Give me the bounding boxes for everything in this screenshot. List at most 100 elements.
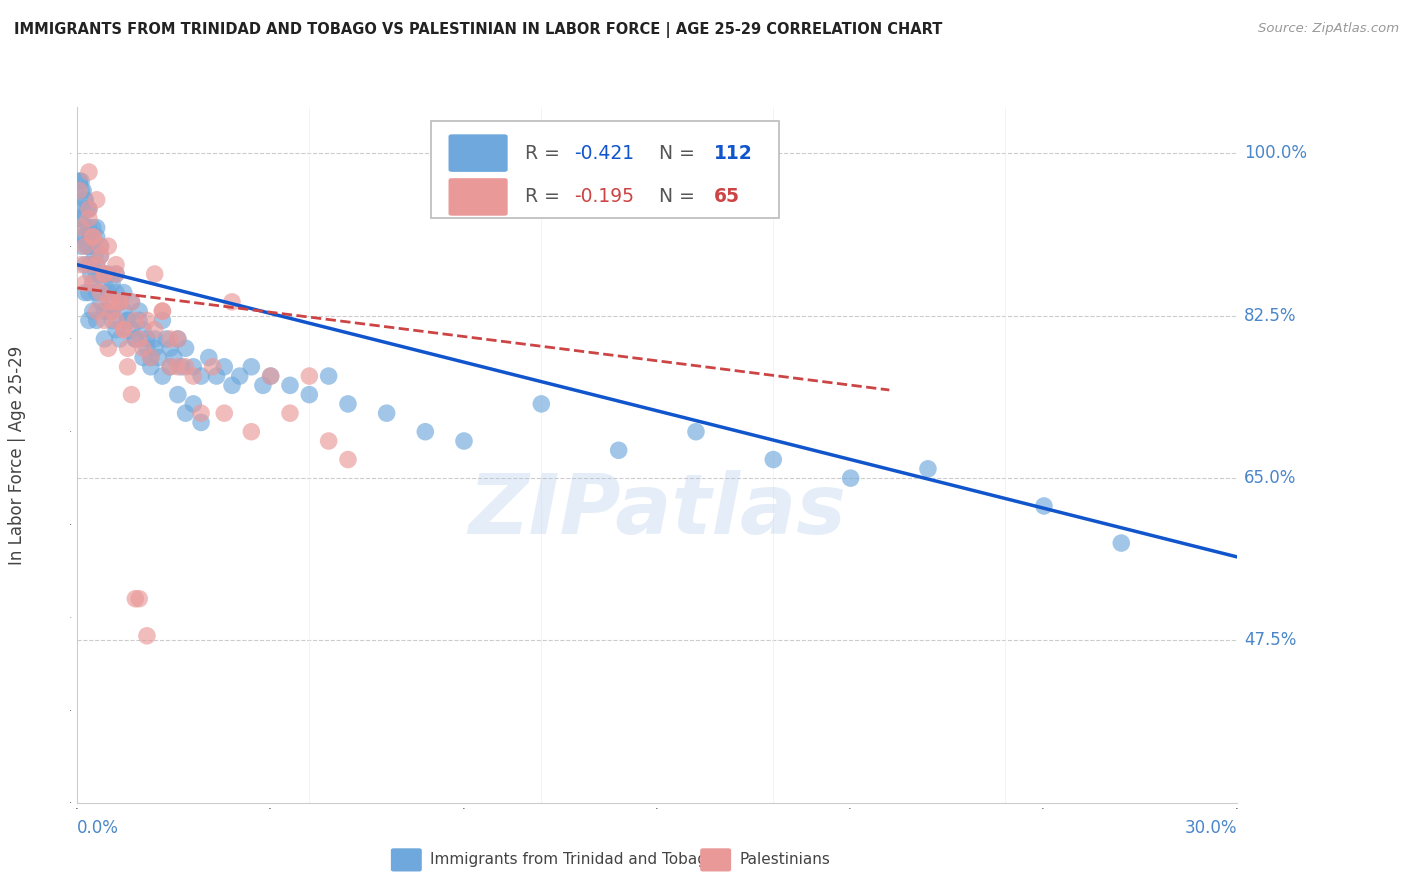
Point xyxy=(337,397,360,411)
Point xyxy=(318,434,340,448)
Point xyxy=(128,591,150,606)
Point xyxy=(221,294,243,309)
Point xyxy=(77,211,100,226)
Point xyxy=(77,202,100,216)
Point xyxy=(97,267,120,281)
Point xyxy=(75,193,96,207)
Point xyxy=(70,211,93,226)
Point xyxy=(318,369,340,384)
Point xyxy=(82,230,104,244)
Point xyxy=(143,341,166,355)
Point xyxy=(117,341,139,355)
Point xyxy=(108,294,131,309)
Point xyxy=(112,323,135,337)
Point xyxy=(453,434,475,448)
Point xyxy=(97,304,120,318)
Point xyxy=(240,425,263,439)
Point xyxy=(86,285,108,300)
Point xyxy=(159,359,181,374)
Point xyxy=(132,323,155,337)
Point xyxy=(132,351,155,365)
Point xyxy=(152,369,174,384)
Point xyxy=(214,359,236,374)
Point xyxy=(105,313,127,327)
Point xyxy=(77,165,100,179)
Point xyxy=(70,258,93,272)
Point xyxy=(105,267,127,281)
Point xyxy=(143,332,166,346)
Point xyxy=(124,591,146,606)
Point xyxy=(67,174,90,188)
Point xyxy=(174,341,197,355)
Point xyxy=(413,425,436,439)
Text: 112: 112 xyxy=(714,144,752,162)
Point xyxy=(166,332,188,346)
Point xyxy=(86,220,108,235)
Point xyxy=(77,239,100,253)
Text: In Labor Force | Age 25-29: In Labor Force | Age 25-29 xyxy=(8,345,25,565)
Point xyxy=(75,285,96,300)
Point xyxy=(143,267,166,281)
Point xyxy=(76,239,98,253)
Point xyxy=(128,304,150,318)
Point xyxy=(152,313,174,327)
Point xyxy=(67,211,90,226)
Text: 65: 65 xyxy=(714,187,740,206)
Point xyxy=(93,267,115,281)
Text: IMMIGRANTS FROM TRINIDAD AND TOBAGO VS PALESTINIAN IN LABOR FORCE | AGE 25-29 CO: IMMIGRANTS FROM TRINIDAD AND TOBAGO VS P… xyxy=(14,22,942,38)
Point xyxy=(82,230,104,244)
Point xyxy=(228,369,252,384)
Point xyxy=(174,359,197,374)
Point xyxy=(278,378,301,392)
Point xyxy=(278,406,301,420)
Point xyxy=(75,277,96,291)
Point xyxy=(128,332,150,346)
Point xyxy=(1033,499,1056,513)
Point xyxy=(90,285,111,300)
Point xyxy=(166,332,188,346)
Text: R =: R = xyxy=(524,144,567,162)
Point xyxy=(97,341,120,355)
Point xyxy=(124,313,146,327)
Text: ZIPatlas: ZIPatlas xyxy=(468,470,846,551)
Point xyxy=(101,277,124,291)
Point xyxy=(112,285,135,300)
Point xyxy=(298,387,321,401)
Point xyxy=(101,304,124,318)
Point xyxy=(108,294,131,309)
Point xyxy=(72,184,94,198)
Point xyxy=(101,294,124,309)
Text: 65.0%: 65.0% xyxy=(1244,469,1296,487)
Point xyxy=(83,248,105,262)
Text: -0.195: -0.195 xyxy=(574,187,634,206)
Point xyxy=(70,174,93,188)
Point xyxy=(124,332,146,346)
Point xyxy=(101,313,124,327)
Point xyxy=(152,304,174,318)
Point xyxy=(117,359,139,374)
Point xyxy=(70,202,93,216)
Point xyxy=(139,351,162,365)
Point xyxy=(93,277,115,291)
Point xyxy=(183,397,205,411)
Point xyxy=(93,313,115,327)
Point xyxy=(298,369,321,384)
Point xyxy=(90,267,111,281)
Point xyxy=(112,304,135,318)
Point xyxy=(112,323,135,337)
Point xyxy=(166,387,188,401)
Point xyxy=(90,248,111,262)
Point xyxy=(80,267,103,281)
Point xyxy=(105,285,127,300)
Point xyxy=(75,258,96,272)
Point xyxy=(77,220,100,235)
Point xyxy=(86,193,108,207)
Point xyxy=(93,267,115,281)
Point xyxy=(132,341,155,355)
Point xyxy=(183,359,205,374)
Point xyxy=(159,341,181,355)
Text: N =: N = xyxy=(647,187,700,206)
Point xyxy=(70,239,93,253)
Point xyxy=(108,332,131,346)
Point xyxy=(159,332,181,346)
